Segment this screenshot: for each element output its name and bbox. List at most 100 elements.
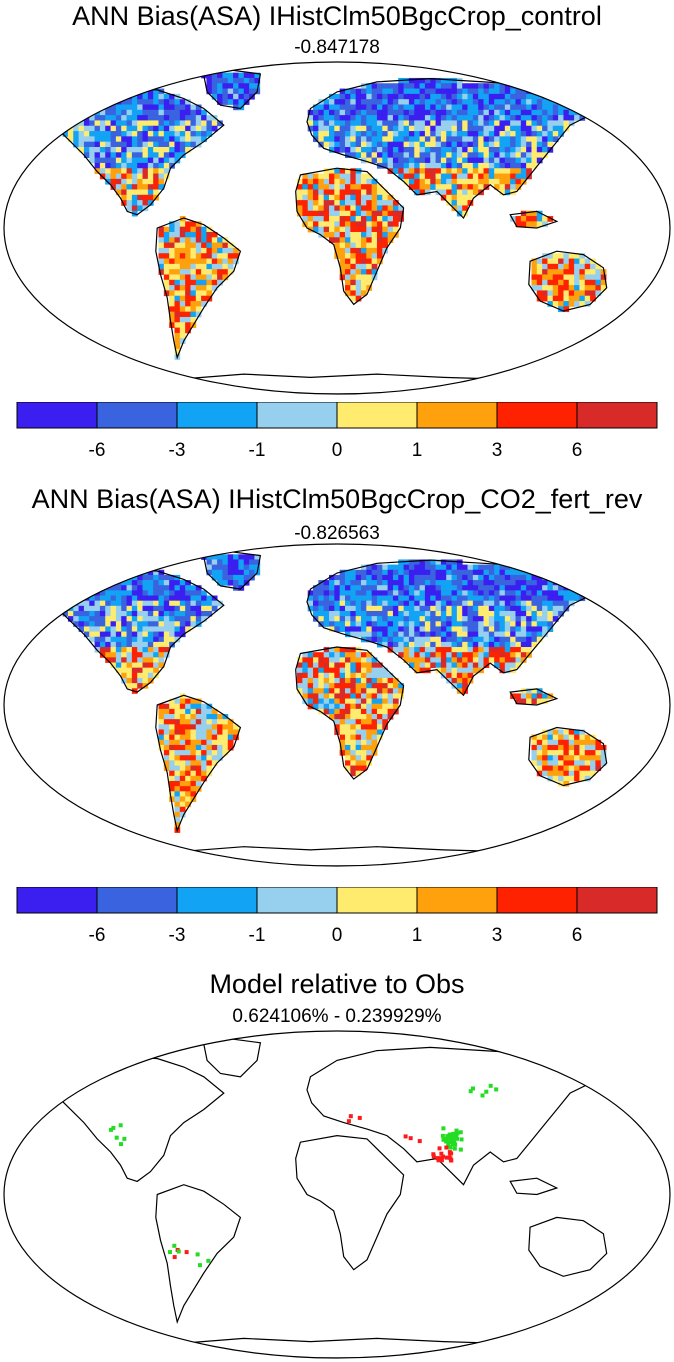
bias-cell	[105, 641, 111, 648]
bias-cell	[105, 173, 111, 180]
bias-cell	[531, 141, 538, 148]
bias-cell	[211, 72, 218, 79]
bias-cell	[201, 131, 207, 137]
bias-cell	[595, 755, 602, 761]
bias-cell	[206, 559, 213, 566]
bias-cell	[174, 791, 181, 797]
bias-cell	[323, 205, 330, 212]
bias-cell	[174, 131, 181, 137]
bias-cell	[147, 194, 154, 201]
bias-cell	[510, 585, 516, 591]
bias-cell	[195, 610, 202, 617]
bias-cell	[440, 136, 447, 143]
bias-cell	[137, 683, 143, 689]
bias-cell	[414, 168, 420, 174]
bias-cell	[371, 237, 378, 244]
bias-cell	[190, 703, 197, 710]
bias-cell	[105, 125, 111, 132]
bias-cell	[73, 580, 79, 586]
bias-cell	[419, 610, 426, 617]
bias-cell	[67, 574, 74, 581]
bias-cell	[382, 569, 389, 576]
bias-cell	[115, 600, 122, 607]
colorbar-swatch	[176, 402, 258, 429]
bias-cell	[89, 631, 95, 638]
bias-cell	[574, 734, 580, 741]
bias-cell	[297, 688, 303, 694]
bias-cell	[366, 125, 373, 132]
bias-cell	[190, 109, 197, 116]
bias-cell	[339, 590, 346, 596]
bias-cell	[131, 131, 138, 137]
bias-cell	[446, 569, 452, 576]
bias-cell	[547, 216, 554, 222]
bias-cell	[483, 152, 490, 159]
bias-cell	[174, 332, 181, 339]
bias-cell	[163, 168, 170, 174]
bias-cell	[424, 88, 431, 95]
bias-cell	[89, 131, 95, 137]
bias-cell	[590, 269, 596, 275]
bias-cell	[174, 221, 181, 228]
bias-cell	[89, 157, 95, 164]
bias-cell	[163, 231, 170, 238]
bias-cell	[137, 574, 143, 581]
bias-cell	[451, 168, 458, 174]
bias-cell	[334, 141, 341, 148]
bias-cell	[382, 590, 389, 596]
bias-cell	[414, 131, 420, 137]
bias-cell	[590, 99, 596, 105]
bias-cell	[488, 621, 495, 627]
bias-cell	[536, 157, 543, 164]
bias-cell	[339, 99, 346, 105]
bias-cell	[121, 636, 127, 643]
bias-cell	[382, 162, 389, 169]
bias-cell	[334, 657, 341, 663]
bias-cell	[360, 221, 367, 228]
bias-cell	[158, 703, 165, 710]
bias-cell	[169, 242, 175, 249]
bias-cell	[574, 93, 580, 100]
bias-cell	[376, 667, 383, 674]
bias-cell	[424, 595, 431, 602]
bias-cell	[222, 77, 229, 84]
bias-cell	[174, 775, 181, 782]
bias-cell	[137, 600, 143, 607]
bias-cell	[307, 698, 314, 705]
bias-cell	[350, 290, 357, 297]
bias-cell	[206, 269, 213, 275]
bias-cell	[510, 88, 516, 95]
bias-cell	[478, 88, 484, 95]
bias-cell	[174, 760, 181, 766]
bias-cell	[227, 247, 234, 254]
panel-1-map	[3, 61, 671, 395]
bias-cell	[222, 714, 229, 720]
bias-cell	[408, 131, 415, 137]
bias-cell	[510, 99, 516, 105]
bias-cell	[499, 146, 506, 153]
bias-cell	[536, 626, 543, 632]
bias-cell	[419, 146, 426, 153]
bias-cell	[595, 765, 602, 772]
bias-cell	[179, 311, 186, 318]
bias-cell	[387, 683, 394, 689]
bias-cell	[350, 237, 357, 244]
bias-cell	[355, 93, 362, 100]
bias-cell	[179, 316, 186, 323]
bias-cell	[217, 724, 223, 730]
bias-cell	[201, 269, 207, 275]
bias-cell	[195, 258, 202, 265]
bias-cell	[158, 744, 165, 751]
bias-cell	[174, 290, 181, 297]
bias-cell	[142, 631, 149, 638]
bias-cell	[419, 104, 426, 111]
bias-cell	[430, 136, 436, 143]
bias-cell	[488, 83, 495, 89]
difference-cell	[441, 1126, 446, 1131]
colorbar-tick-label: 1	[412, 440, 423, 461]
bias-cell	[440, 162, 447, 169]
bias-cell	[424, 136, 431, 143]
bias-cell	[329, 205, 335, 212]
bias-cell	[435, 600, 442, 607]
bias-cell	[435, 631, 442, 638]
